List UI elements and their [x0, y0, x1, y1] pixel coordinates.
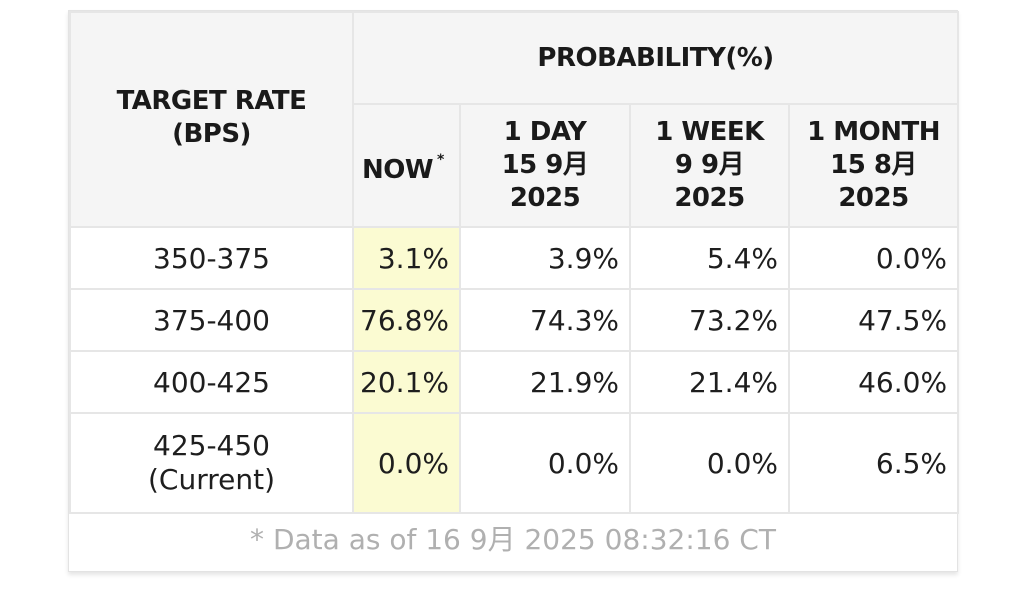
1-day-probability-cell: 74.3% — [459, 288, 631, 352]
fed-rate-probability-table: TARGET RATE (BPS) PROBABILITY(%) NOW * 1 … — [69, 11, 960, 514]
col-header-1-day-line3: 2025 — [509, 183, 581, 213]
1-week-probability-cell: 0.0% — [629, 412, 790, 514]
1-week-probability-cell: 5.4% — [629, 226, 790, 290]
target-rate-cell: 425-450 (Current) — [69, 412, 354, 514]
footnote-marker: * — [437, 152, 444, 168]
table-row: 375-400 76.8% 74.3% 73.2% 47.5% — [69, 288, 960, 352]
col-header-1-month-line2: 15 8月 — [830, 150, 917, 180]
col-header-1-week: 1 WEEK 9 9月 2025 — [629, 103, 790, 228]
1-day-probability-cell: 3.9% — [459, 226, 631, 290]
table-row: 425-450 (Current) 0.0% 0.0% 0.0% 6.5% — [69, 412, 960, 514]
now-probability-cell: 20.1% — [352, 350, 461, 414]
target-rate-cell: 400-425 — [69, 350, 354, 414]
probability-header: PROBABILITY(%) — [351, 11, 960, 105]
now-probability-cell: 76.8% — [352, 288, 461, 352]
col-header-1-day-line2: 15 9月 — [501, 150, 589, 180]
col-header-now: NOW * — [352, 103, 461, 228]
target-rate-cell: 375-400 — [69, 288, 354, 352]
1-day-probability-cell: 0.0% — [459, 412, 631, 514]
col-header-1-month-line1: 1 MONTH — [807, 117, 940, 147]
target-rate-header-line2: (BPS) — [172, 119, 251, 149]
1-month-probability-cell: 47.5% — [787, 288, 960, 352]
now-probability-cell: 3.1% — [352, 226, 461, 290]
col-header-1-week-line3: 2025 — [674, 183, 745, 213]
current-rate-note: (Current) — [147, 463, 275, 496]
target-rate-value: 425-450 — [153, 429, 270, 462]
table-row: 350-375 3.1% 3.9% 5.4% 0.0% — [69, 226, 960, 290]
col-header-1-month-line3: 2025 — [838, 183, 909, 213]
col-header-1-day: 1 DAY 15 9月 2025 — [459, 103, 631, 228]
data-timestamp-note: * Data as of 16 9月 2025 08:32:16 CT — [250, 523, 776, 556]
target-rate-header: TARGET RATE (BPS) — [69, 11, 354, 228]
now-probability-cell: 0.0% — [352, 412, 461, 514]
col-header-1-day-line1: 1 DAY — [503, 117, 587, 147]
col-header-1-week-line1: 1 WEEK — [655, 117, 764, 147]
1-day-probability-cell: 21.9% — [459, 350, 631, 414]
1-week-probability-cell: 21.4% — [629, 350, 790, 414]
1-month-probability-cell: 46.0% — [787, 350, 960, 414]
1-week-probability-cell: 73.2% — [629, 288, 790, 352]
col-header-now-label: NOW — [362, 155, 434, 185]
table-row: 400-425 20.1% 21.9% 21.4% 46.0% — [69, 350, 960, 414]
col-header-1-month: 1 MONTH 15 8月 2025 — [787, 103, 960, 228]
probability-table-panel: TARGET RATE (BPS) PROBABILITY(%) NOW * 1 … — [68, 10, 960, 572]
target-rate-header-line1: TARGET RATE — [116, 86, 307, 116]
1-month-probability-cell: 0.0% — [787, 226, 960, 290]
col-header-1-week-line2: 9 9月 — [674, 150, 745, 180]
target-rate-cell: 350-375 — [69, 226, 354, 290]
1-month-probability-cell: 6.5% — [787, 412, 960, 514]
